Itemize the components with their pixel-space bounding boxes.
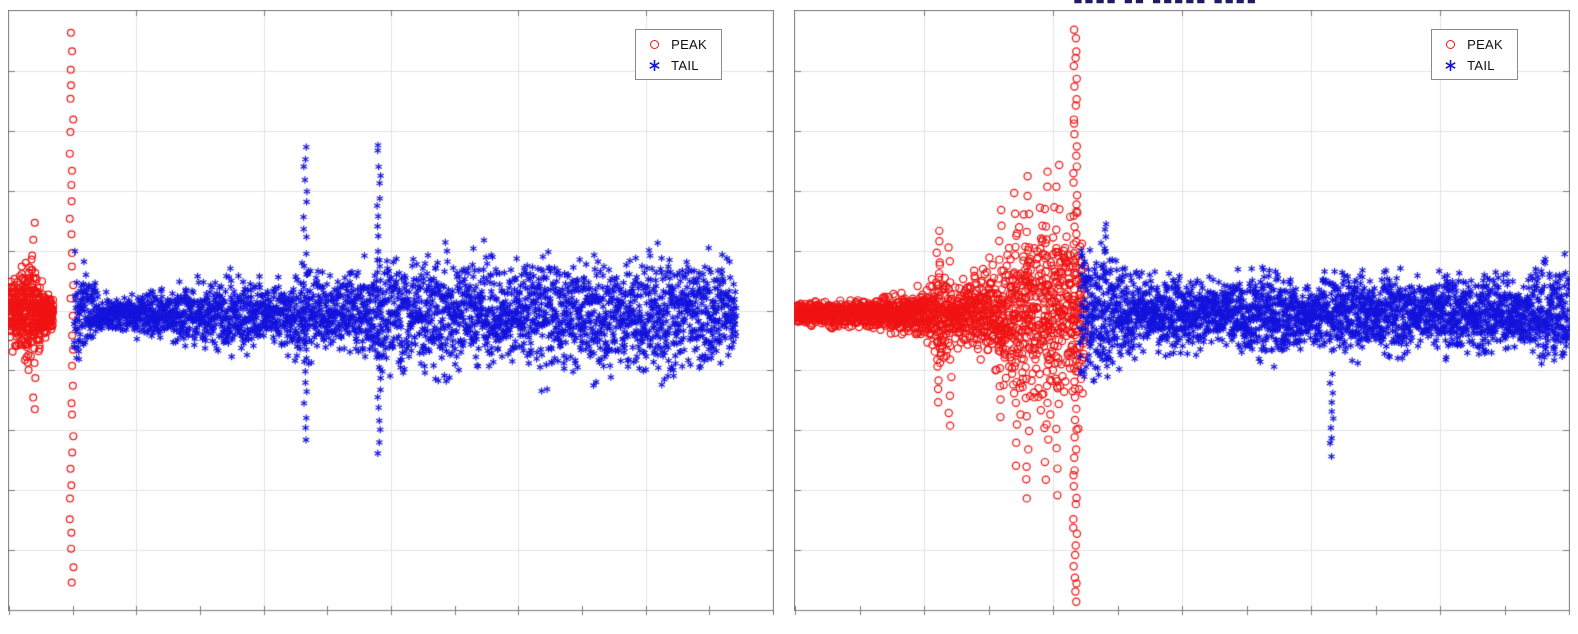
legend-entry-peak: PEAK xyxy=(645,35,707,53)
legend-entry-peak: PEAK xyxy=(1441,35,1503,53)
legend-marker-cell xyxy=(1441,39,1459,49)
left-plot: PEAK TAIL xyxy=(8,10,774,617)
left-plot-canvas xyxy=(8,10,774,617)
tail-asterisk-marker-icon xyxy=(649,59,660,71)
cropped-title-text: ■■■■ ■■ ■■■■■ ■■■■ xyxy=(1073,0,1337,8)
tail-asterisk-marker-icon xyxy=(1445,59,1456,71)
legend-label-tail: TAIL xyxy=(1467,57,1495,73)
legend-marker-cell xyxy=(645,59,663,72)
legend-label-peak: PEAK xyxy=(1467,36,1503,52)
cropped-title: ■■■■ ■■ ■■■■■ ■■■■ xyxy=(1073,0,1337,9)
legend-marker-cell xyxy=(1441,59,1459,72)
peak-circle-marker-icon xyxy=(649,39,659,49)
legend-label-tail: TAIL xyxy=(671,57,699,73)
legend-label-peak: PEAK xyxy=(671,36,707,52)
legend: PEAK TAIL xyxy=(635,29,722,80)
right-plot-canvas xyxy=(794,10,1570,617)
legend-entry-tail: TAIL xyxy=(1441,56,1503,74)
legend: PEAK TAIL xyxy=(1431,29,1518,80)
peak-circle-marker-icon xyxy=(1445,39,1455,49)
legend-marker-cell xyxy=(645,39,663,49)
legend-entry-tail: TAIL xyxy=(645,56,707,74)
right-plot: ■■■■ ■■ ■■■■■ ■■■■ PEAK TAIL xyxy=(794,0,1570,617)
